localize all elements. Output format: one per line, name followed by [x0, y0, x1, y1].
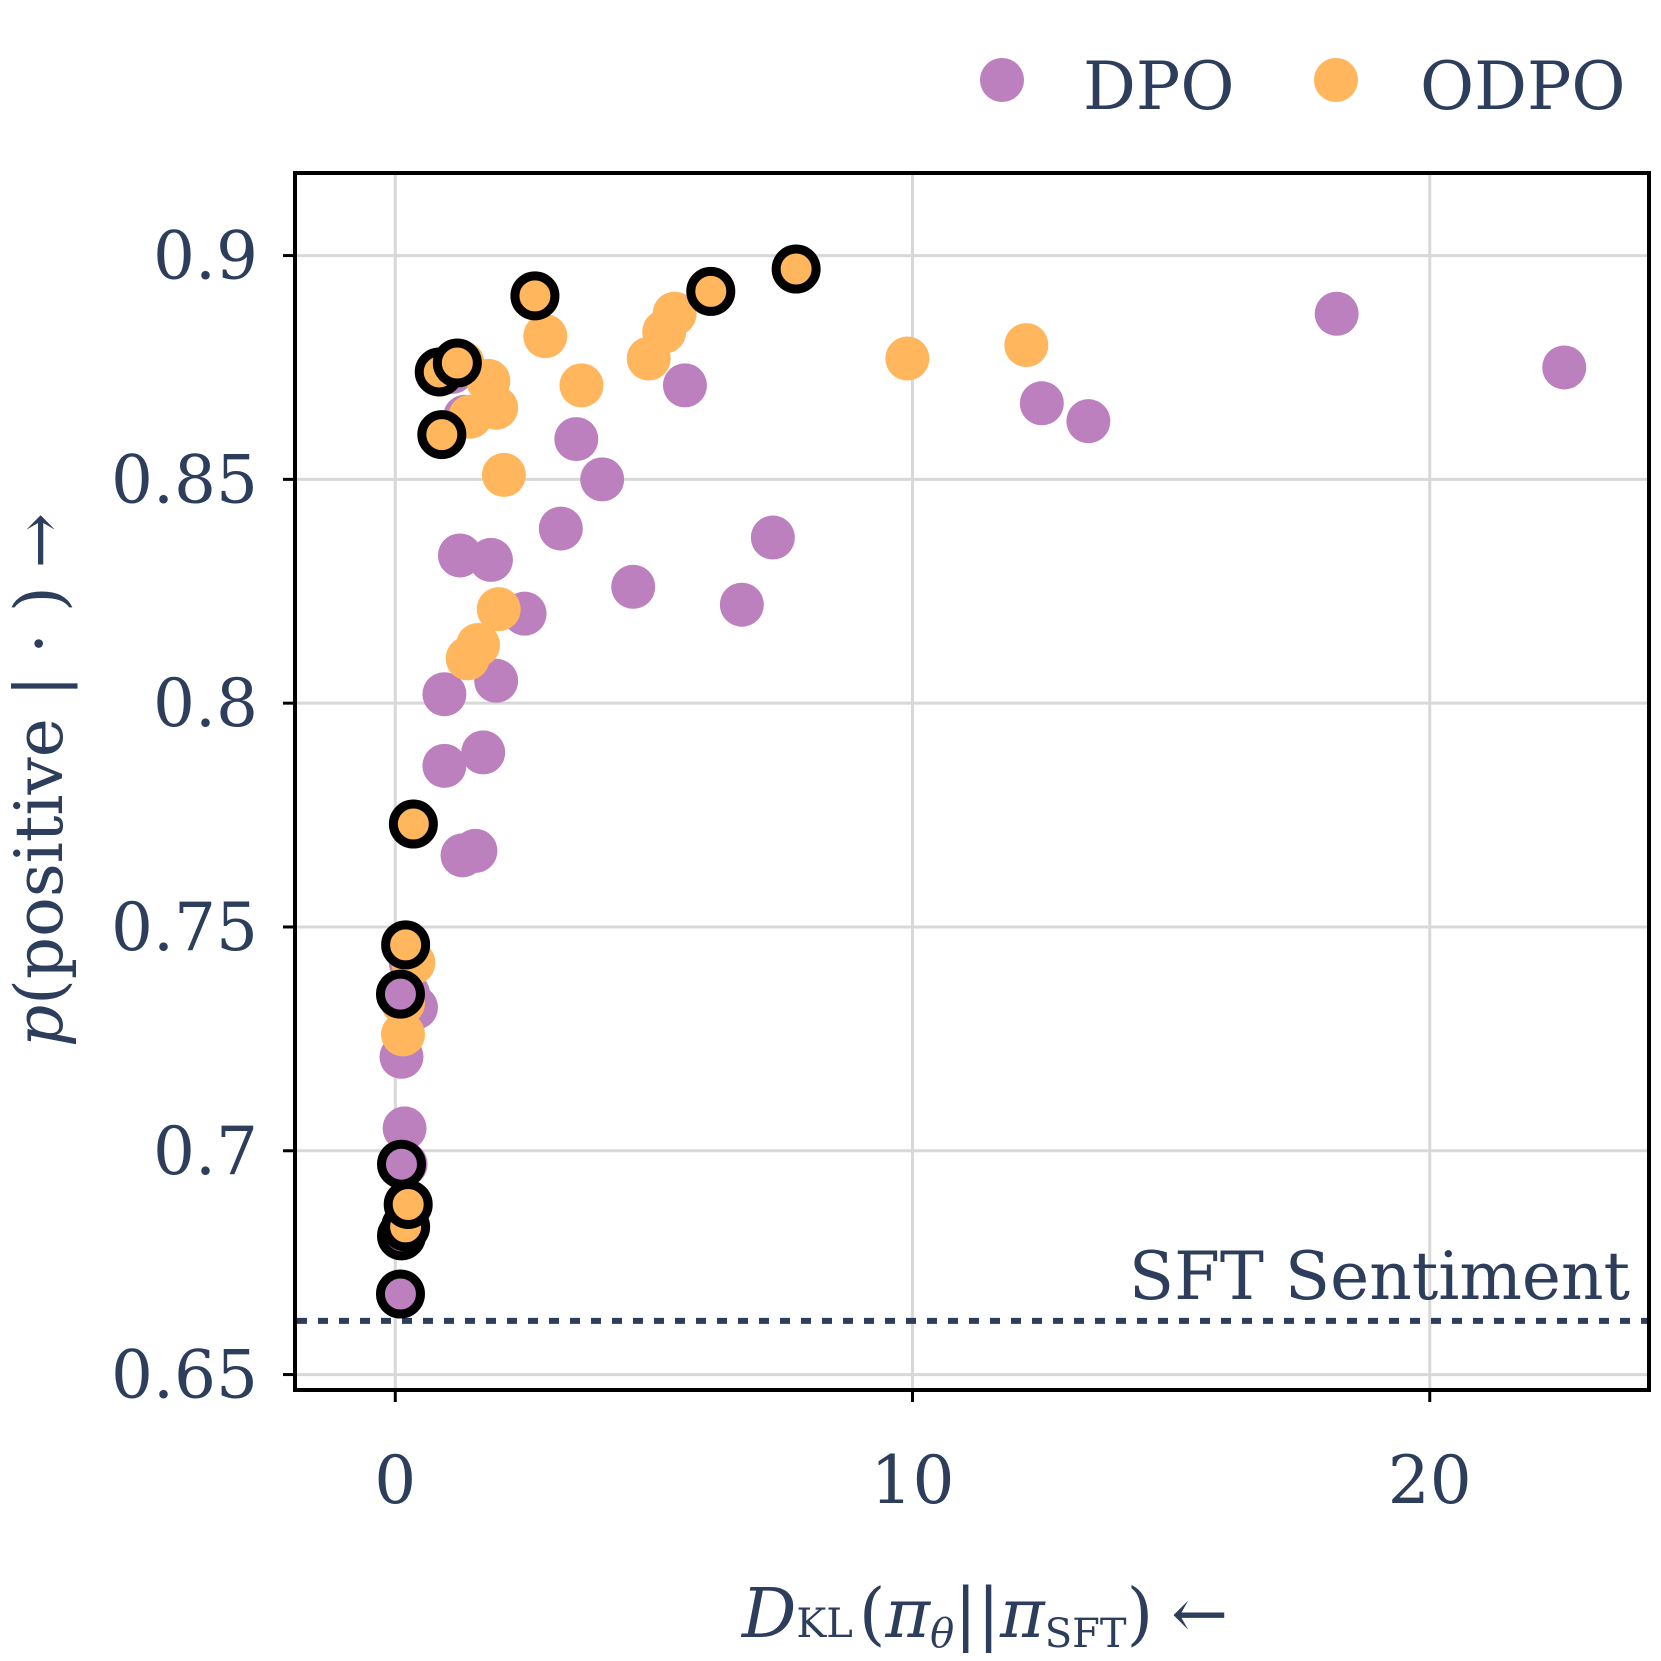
- y-tick-label: 0.75: [111, 889, 258, 966]
- x-axis-title-kl: KL: [796, 1601, 852, 1647]
- point-dpo: [538, 506, 583, 551]
- point-dpo: [1542, 345, 1587, 390]
- point-odpo: [1004, 323, 1049, 368]
- y-axis-title-p: p: [1, 1005, 78, 1047]
- legend: DPO ODPO: [980, 48, 1626, 125]
- y-tick-label: 0.8: [153, 665, 258, 742]
- data-points: [375, 244, 1587, 1319]
- highlighted-point-odpo: [432, 338, 482, 388]
- x-axis-ticks: 0 10 20: [374, 1390, 1472, 1519]
- point-odpo: [523, 314, 568, 359]
- highlighted-point-odpo: [381, 920, 431, 970]
- grid: [297, 175, 1647, 1388]
- x-tick-label: 0: [374, 1442, 416, 1519]
- point-dpo: [1314, 291, 1359, 336]
- x-axis-title-close: ): [1127, 1575, 1154, 1654]
- x-axis-title-pi1: π: [884, 1575, 931, 1654]
- highlighted-point-odpo: [771, 244, 821, 294]
- point-odpo: [559, 363, 604, 408]
- point-odpo: [885, 336, 930, 381]
- x-tick-label: 20: [1388, 1442, 1472, 1519]
- x-axis-title: DKL(πθ||πSFT) ←: [740, 1575, 1228, 1657]
- point-dpo: [468, 537, 513, 582]
- point-dpo: [453, 828, 498, 873]
- point-dpo: [422, 672, 467, 717]
- highlighted-point-odpo: [388, 799, 438, 849]
- highlighted-point-odpo: [417, 410, 467, 460]
- y-tick-label: 0.9: [153, 218, 258, 295]
- point-dpo: [1019, 381, 1064, 426]
- point-odpo: [481, 452, 526, 497]
- point-dpo: [554, 417, 599, 462]
- point-dpo: [580, 457, 625, 502]
- highlighted-point-odpo: [686, 266, 736, 316]
- x-axis-title-sft: SFT: [1045, 1611, 1127, 1657]
- highlighted-point-dpo: [375, 1269, 425, 1319]
- point-dpo: [382, 1106, 427, 1151]
- point-dpo: [719, 582, 764, 627]
- plot-frame: [293, 171, 1651, 1392]
- highlighted-point-dpo: [376, 1139, 426, 1189]
- y-axis-title-text: (positive | · ): [1, 586, 78, 1005]
- svg-text:p(positive | · )→: p(positive | · ) →: [1, 513, 78, 1047]
- point-odpo: [456, 622, 501, 667]
- y-axis-ticks: 0.65 0.7 0.75 0.8 0.85 0.9: [111, 218, 295, 1414]
- x-axis-title-d: D: [740, 1575, 797, 1654]
- point-dpo: [461, 730, 506, 775]
- highlighted-point-odpo: [510, 271, 560, 321]
- x-axis-title-open: (: [859, 1575, 886, 1654]
- legend-label-odpo: ODPO: [1420, 48, 1626, 125]
- x-tick-label: 10: [871, 1442, 955, 1519]
- legend-label-dpo: DPO: [1083, 48, 1234, 125]
- legend-marker-odpo: [1314, 58, 1358, 102]
- y-axis-title: p(positive | · ) →: [1, 513, 78, 1047]
- y-axis-title-arrow: →: [1, 513, 78, 568]
- x-axis-title-pi2: π: [999, 1575, 1046, 1654]
- sft-reference-label: SFT Sentiment: [1129, 1238, 1630, 1315]
- reference-line-group: SFT Sentiment: [297, 1238, 1647, 1324]
- x-axis-title-theta: θ: [930, 1611, 954, 1657]
- point-odpo: [652, 291, 697, 336]
- point-dpo: [750, 515, 795, 560]
- point-dpo: [422, 743, 467, 788]
- y-tick-label: 0.85: [111, 441, 258, 518]
- highlighted-point-dpo: [375, 969, 425, 1019]
- point-dpo: [662, 363, 707, 408]
- x-axis-title-arrow: ←: [1171, 1575, 1228, 1654]
- highlighted-point-odpo: [383, 1179, 433, 1229]
- point-odpo: [476, 587, 521, 632]
- legend-marker-dpo: [980, 58, 1024, 102]
- point-odpo: [381, 1012, 426, 1057]
- x-axis-title-sep: ||: [954, 1575, 1000, 1654]
- point-dpo: [611, 564, 656, 609]
- point-dpo: [1066, 399, 1111, 444]
- y-tick-label: 0.7: [153, 1113, 258, 1190]
- y-tick-label: 0.65: [111, 1337, 258, 1414]
